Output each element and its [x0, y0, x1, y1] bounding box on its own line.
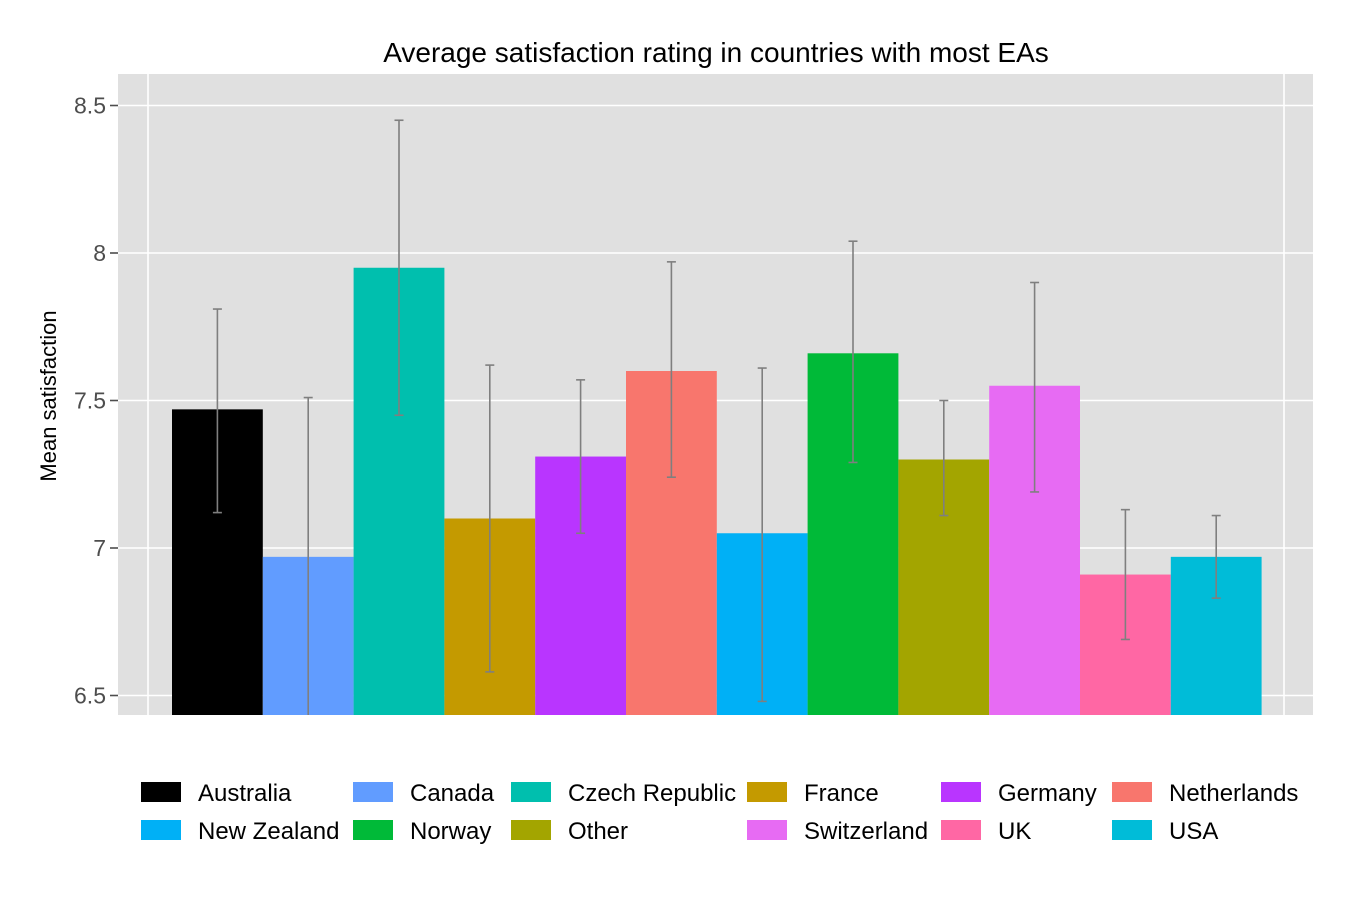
legend-label: Germany	[998, 780, 1097, 807]
error-bar	[757, 367, 767, 703]
legend-label: USA	[1169, 818, 1218, 845]
error-bar	[1211, 514, 1221, 599]
error-bars	[212, 119, 1221, 715]
error-bar	[666, 261, 676, 479]
legend-item: Other	[511, 818, 628, 845]
error-bar	[485, 364, 495, 673]
error-bar	[848, 240, 858, 464]
legend-swatch	[353, 820, 393, 840]
y-axis: 6.5 7 7.5 8 8.5	[74, 93, 118, 709]
legend-item: Canada	[353, 780, 495, 807]
error-bar	[303, 396, 313, 715]
y-tick-label: 8.5	[74, 93, 106, 119]
y-tick-label: 7	[93, 535, 106, 561]
error-bar	[1030, 281, 1040, 493]
y-tick-label: 6.5	[74, 683, 106, 709]
legend-swatch	[511, 782, 551, 802]
legend-label: Canada	[410, 780, 495, 807]
legend-label: New Zealand	[198, 818, 339, 845]
error-bar	[212, 308, 222, 514]
y-tick-label: 8	[93, 240, 106, 266]
legend-item: France	[747, 780, 879, 807]
legend-swatch	[353, 782, 393, 802]
legend-swatch	[141, 820, 181, 840]
legend-item: Switzerland	[747, 818, 928, 845]
legend-swatch	[1112, 820, 1152, 840]
legend-item: USA	[1112, 818, 1218, 845]
legend-label: Netherlands	[1169, 780, 1298, 807]
legend-label: Other	[568, 818, 628, 845]
error-bar	[1120, 508, 1130, 641]
legend-item: UK	[941, 818, 1031, 845]
legend-swatch	[747, 820, 787, 840]
legend-swatch	[941, 782, 981, 802]
error-bar	[394, 119, 404, 417]
legend-swatch	[141, 782, 181, 802]
legend-label: Switzerland	[804, 818, 928, 845]
y-axis-label: Mean satisfaction	[36, 310, 61, 481]
legend-item: Australia	[141, 780, 292, 807]
legend-item: Czech Republic	[511, 780, 736, 807]
legend-label: Australia	[198, 780, 292, 807]
legend-swatch	[511, 820, 551, 840]
legend-swatch	[941, 820, 981, 840]
legend-label: Czech Republic	[568, 780, 736, 807]
legend-item: Netherlands	[1112, 780, 1298, 807]
error-bar	[576, 379, 586, 535]
error-bar	[939, 399, 949, 517]
legend-swatch	[747, 782, 787, 802]
legend-swatch	[1112, 782, 1152, 802]
chart-title: Average satisfaction rating in countries…	[383, 37, 1049, 68]
legend-item: Germany	[941, 780, 1097, 807]
legend-label: France	[804, 780, 879, 807]
legend-item: New Zealand	[141, 818, 339, 845]
legend-item: Norway	[353, 818, 491, 845]
y-tick-label: 7.5	[74, 388, 106, 414]
legend-label: UK	[998, 818, 1031, 845]
legend: Australia Canada Czech Republic France Germa…	[141, 780, 1298, 845]
legend-label: Norway	[410, 818, 491, 845]
